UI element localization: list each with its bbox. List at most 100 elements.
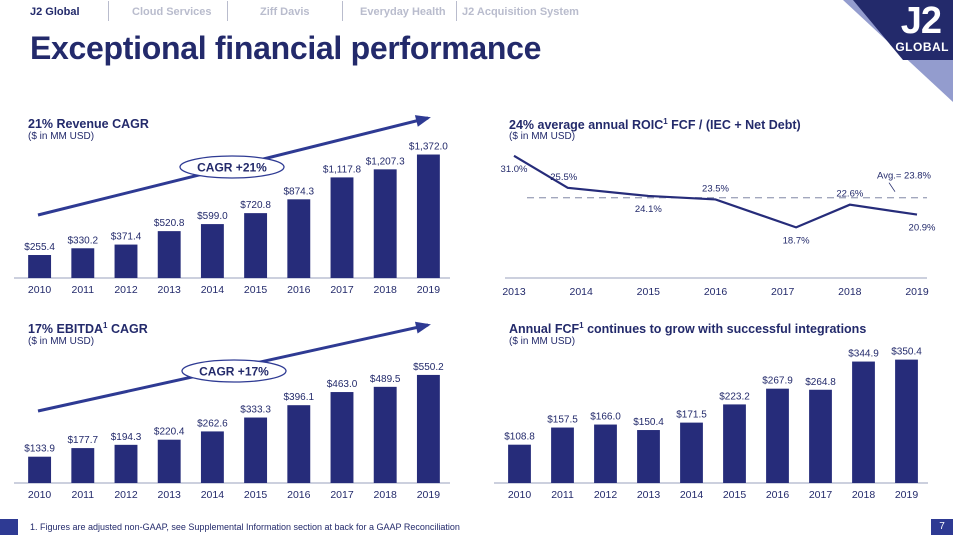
data-label-2013: 31.0% [501, 164, 528, 175]
nav-item-ziff-davis[interactable]: Ziff Davis [260, 6, 310, 18]
bar-2018 [373, 386, 397, 483]
data-label-2019: $550.2 [413, 362, 444, 373]
nav-divider [342, 1, 343, 21]
x-tick-label-2012: 2012 [594, 489, 618, 501]
bar-2017 [330, 177, 354, 278]
bar-2017 [809, 389, 832, 483]
bar-2011 [551, 427, 574, 483]
bar-2013 [637, 430, 660, 483]
x-tick-label-2010: 2010 [508, 489, 532, 501]
trend-arrow-head [414, 321, 431, 334]
top-navigation: J2 Global Cloud Services Ziff Davis Ever… [0, 0, 860, 24]
revenue-panel-title: 21% Revenue CAGR [28, 117, 149, 131]
nav-divider [456, 1, 457, 21]
data-label-2010: $108.8 [504, 432, 535, 443]
nav-divider [108, 1, 109, 21]
data-label-2015: $720.8 [240, 200, 271, 211]
data-label-2016: $267.9 [762, 376, 793, 387]
cagr-annotation-label: CAGR +21% [197, 161, 267, 175]
bar-2010 [508, 444, 531, 483]
data-label-2016: 23.5% [702, 183, 729, 194]
x-tick-label-2014: 2014 [680, 489, 704, 501]
x-tick-label-2012: 2012 [114, 489, 138, 501]
page-title: Exceptional financial performance [30, 30, 542, 66]
x-tick-label-2013: 2013 [158, 284, 182, 296]
trend-arrow-head [414, 115, 431, 127]
nav-item-cloud-services[interactable]: Cloud Services [132, 6, 212, 18]
x-tick-label-2019: 2019 [895, 489, 919, 501]
nav-item-j2-global[interactable]: J2 Global [30, 6, 80, 18]
x-tick-label-2013: 2013 [502, 286, 526, 298]
x-tick-label-2018: 2018 [374, 284, 398, 296]
x-tick-label-2012: 2012 [114, 284, 138, 296]
bar-2019 [416, 154, 440, 278]
data-label-2019: $350.4 [891, 347, 922, 358]
bar-2018 [373, 169, 397, 278]
x-tick-label-2015: 2015 [723, 489, 747, 501]
fcf-bar-chart: $108.8 2010 $157.5 2011 $166.0 2012 $150.4 2013… [494, 347, 928, 501]
ebitda-panel-title: 17% EBITDA1 CAGR [28, 321, 148, 337]
x-tick-label-2013: 2013 [158, 489, 182, 501]
x-tick-label-2013: 2013 [637, 489, 661, 501]
bar-2012 [594, 424, 617, 483]
bar-2011 [71, 248, 95, 278]
fcf-panel-title: Annual FCF1 continues to grow with succe… [509, 321, 867, 337]
x-tick-label-2014: 2014 [569, 286, 593, 298]
x-tick-label-2011: 2011 [72, 284, 95, 296]
data-label-2015: $223.2 [719, 391, 750, 402]
bar-2016 [287, 199, 311, 278]
bar-2010 [28, 255, 52, 278]
ebitda-bar-chart: $133.9 2010 $177.7 2011 $194.3 2012 $220.4 2013… [14, 321, 450, 501]
x-tick-label-2017: 2017 [771, 286, 795, 298]
average-label: Avg.= 23.8% [877, 171, 932, 182]
revenue-panel-subtitle: ($ in MM USD) [28, 131, 95, 142]
cagr-annotation-label: CAGR +17% [199, 365, 269, 379]
footer-accent [0, 519, 18, 535]
x-tick-label-2018: 2018 [852, 489, 876, 501]
bar-2015 [723, 404, 746, 483]
footnote: 1. Figures are adjusted non-GAAP, see Su… [30, 522, 460, 532]
x-tick-label-2018: 2018 [374, 489, 398, 501]
x-tick-label-2011: 2011 [72, 489, 95, 501]
x-tick-label-2017: 2017 [809, 489, 833, 501]
data-label-2015: 24.1% [635, 204, 662, 215]
x-tick-label-2010: 2010 [28, 284, 52, 296]
x-tick-label-2014: 2014 [201, 489, 225, 501]
bar-2016 [766, 388, 789, 483]
bar-2014 [200, 431, 224, 483]
average-label-pointer [888, 182, 896, 192]
x-tick-label-2019: 2019 [417, 284, 441, 296]
x-tick-label-2017: 2017 [330, 489, 354, 501]
data-label-2016: $874.3 [284, 186, 315, 197]
data-label-2014: $171.5 [676, 410, 707, 421]
bar-2014 [680, 422, 703, 483]
x-tick-label-2014: 2014 [201, 284, 225, 296]
ebitda-panel-subtitle: ($ in MM USD) [28, 336, 95, 347]
data-label-2017: $463.0 [327, 379, 358, 390]
logo-mark: J2 [900, 0, 942, 42]
nav-item-j2-acquisition-system[interactable]: J2 Acquisition System [462, 6, 579, 18]
data-label-2011: $330.2 [68, 235, 99, 246]
bar-2016 [287, 405, 311, 483]
data-label-2014: $599.0 [197, 211, 228, 222]
data-label-2016: $396.1 [284, 392, 315, 403]
nav-item-everyday-health[interactable]: Everyday Health [360, 6, 446, 18]
data-label-2019: 20.9% [909, 223, 936, 234]
data-label-2013: $220.4 [154, 427, 185, 438]
bar-2012 [114, 444, 138, 483]
x-tick-label-2015: 2015 [244, 489, 268, 501]
bar-2019 [416, 374, 440, 483]
x-tick-label-2019: 2019 [417, 489, 441, 501]
data-label-2011: $177.7 [68, 435, 99, 446]
bar-2010 [28, 456, 52, 483]
bar-2014 [200, 224, 224, 278]
data-label-2013: $150.4 [633, 417, 664, 428]
data-label-2018: $344.9 [848, 349, 879, 360]
bar-2019 [895, 359, 918, 483]
bar-2013 [157, 439, 181, 483]
data-label-2019: $1,372.0 [409, 142, 448, 153]
revenue-bar-chart: $255.4 2010 $330.2 2011 $371.4 2012 $520.8 2013… [14, 115, 450, 296]
x-tick-label-2015: 2015 [637, 286, 661, 298]
x-tick-label-2017: 2017 [330, 284, 354, 296]
x-tick-label-2018: 2018 [838, 286, 862, 298]
